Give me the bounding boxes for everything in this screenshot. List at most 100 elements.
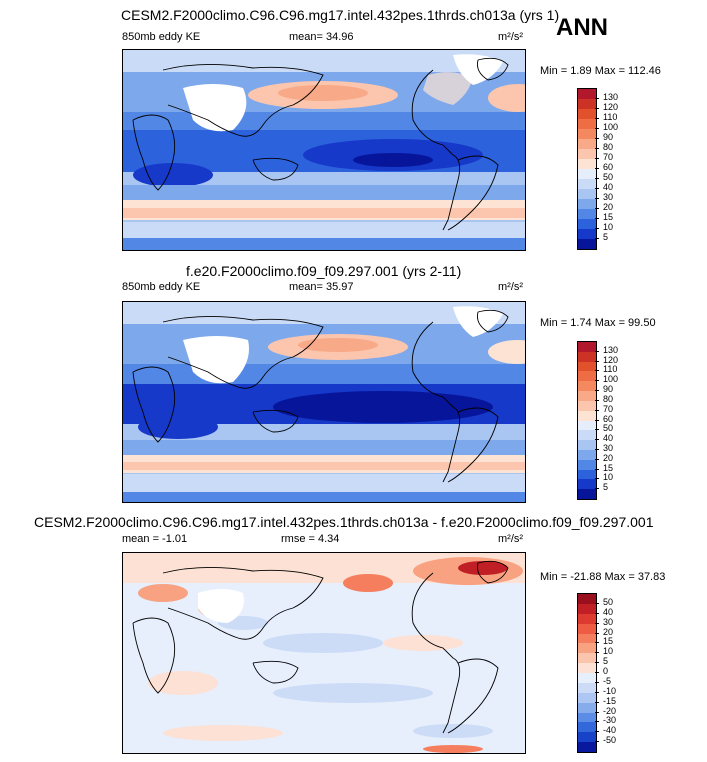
colorbar-swatch bbox=[578, 613, 596, 624]
colorbar-tick-label: -50 bbox=[603, 735, 617, 746]
colorbar-tick bbox=[595, 198, 599, 199]
colorbar-swatch bbox=[578, 623, 596, 634]
colorbar-swatch bbox=[578, 420, 596, 431]
panel1-stat-value: 34.96 bbox=[326, 31, 354, 43]
panel1-title: CESM2.F2000climo.C96.C96.mg17.intel.432p… bbox=[121, 7, 560, 23]
colorbar-tick-label: -30 bbox=[603, 715, 617, 726]
colorbar-tick-label: 110 bbox=[603, 112, 618, 122]
panel3-map bbox=[122, 552, 526, 754]
colorbar-swatch bbox=[578, 692, 596, 703]
panel3-stat: rmse = 4.34 bbox=[281, 533, 339, 545]
panel3-map-field bbox=[123, 553, 525, 753]
colorbar-tick bbox=[595, 178, 599, 179]
colorbar-tick-label: 90 bbox=[603, 132, 614, 142]
colorbar-swatch bbox=[578, 479, 596, 490]
colorbar-tick bbox=[595, 228, 599, 229]
panel2-title: f.e20.F2000climo.f09_f09.297.001 (yrs 2-… bbox=[186, 263, 462, 279]
colorbar-swatch bbox=[578, 361, 596, 372]
colorbar-swatch bbox=[578, 440, 596, 450]
panel2-colorbar bbox=[577, 341, 597, 500]
panel1-colorbar bbox=[577, 88, 597, 250]
colorbar-swatch bbox=[578, 673, 596, 683]
colorbar-tick-label: -5 bbox=[603, 675, 612, 686]
colorbar-tick-label: 60 bbox=[603, 413, 614, 424]
panel3-minmax: Min = -21.88 Max = 37.83 bbox=[540, 571, 666, 583]
colorbar-swatch bbox=[578, 239, 596, 249]
colorbar-tick bbox=[595, 118, 599, 119]
colorbar-tick-label: 15 bbox=[603, 462, 614, 473]
colorbar-tick-label: 50 bbox=[603, 423, 614, 434]
colorbar-tick bbox=[595, 158, 599, 159]
colorbar-swatch bbox=[578, 199, 596, 209]
colorbar-tick-label: 60 bbox=[603, 162, 614, 172]
colorbar-tick bbox=[595, 429, 599, 431]
colorbar-tick bbox=[595, 731, 599, 733]
colorbar-tick bbox=[595, 681, 599, 683]
colorbar-tick-label: 110 bbox=[603, 364, 618, 375]
colorbar-swatch bbox=[578, 712, 596, 723]
panel2-variable: 850mb eddy KE bbox=[122, 281, 201, 293]
colorbar-tick bbox=[595, 691, 599, 693]
colorbar-swatch bbox=[578, 449, 596, 460]
colorbar-tick bbox=[595, 741, 599, 743]
colorbar-tick bbox=[595, 360, 599, 362]
colorbar-tick-label: 10 bbox=[603, 472, 614, 483]
colorbar-tick bbox=[595, 168, 599, 169]
colorbar-tick-label: 10 bbox=[603, 222, 614, 232]
colorbar-tick bbox=[595, 98, 599, 99]
colorbar-swatch bbox=[578, 109, 596, 119]
colorbar-swatch bbox=[578, 169, 596, 179]
colorbar-swatch bbox=[578, 391, 596, 401]
colorbar-swatch bbox=[578, 489, 596, 499]
colorbar-tick bbox=[595, 642, 599, 644]
colorbar-swatch bbox=[578, 653, 596, 664]
colorbar-tick bbox=[595, 652, 599, 654]
colorbar-swatch bbox=[578, 742, 596, 752]
panel2-stat: mean= 35.97 bbox=[289, 281, 354, 293]
panel3-stat-value: 4.34 bbox=[318, 533, 340, 545]
panel2-map bbox=[122, 301, 526, 503]
panel2-stat-label: mean= bbox=[289, 281, 323, 293]
colorbar-tick-label: 100 bbox=[603, 374, 619, 385]
colorbar-swatch bbox=[578, 722, 596, 733]
colorbar-swatch bbox=[578, 149, 596, 159]
colorbar-tick bbox=[595, 208, 599, 209]
colorbar-tick bbox=[595, 370, 599, 372]
colorbar-tick-label: 90 bbox=[603, 384, 614, 395]
colorbar-tick bbox=[595, 108, 599, 109]
colorbar-tick-label: 5 bbox=[603, 232, 609, 242]
panel3-units: m²/s² bbox=[498, 533, 524, 545]
colorbar-tick bbox=[595, 188, 599, 189]
colorbar-swatch bbox=[578, 219, 596, 229]
panel1-units: m²/s² bbox=[498, 31, 524, 43]
colorbar-swatch bbox=[578, 469, 596, 480]
colorbar-tick-label: -10 bbox=[603, 685, 617, 696]
colorbar-tick bbox=[595, 478, 599, 480]
panel2-map-field bbox=[123, 302, 525, 502]
colorbar-tick-label: 30 bbox=[603, 442, 614, 453]
colorbar-swatch bbox=[578, 99, 596, 109]
colorbar-swatch bbox=[578, 119, 596, 129]
colorbar-swatch bbox=[578, 400, 596, 411]
panel1-map bbox=[122, 49, 526, 251]
colorbar-tick bbox=[595, 419, 599, 421]
colorbar-tick-label: 20 bbox=[603, 452, 614, 463]
colorbar-tick-label: 0 bbox=[603, 666, 609, 676]
colorbar-tick-label: 50 bbox=[603, 596, 614, 607]
colorbar-tick bbox=[595, 138, 599, 139]
panel1-variable: 850mb eddy KE bbox=[122, 31, 201, 43]
colorbar-swatch bbox=[578, 189, 596, 199]
colorbar-tick-label: 15 bbox=[603, 212, 614, 222]
colorbar-tick bbox=[595, 602, 599, 604]
colorbar-tick-label: 20 bbox=[603, 202, 614, 212]
colorbar-tick bbox=[595, 662, 599, 664]
colorbar-tick-label: 5 bbox=[603, 656, 609, 667]
colorbar-tick-label: 120 bbox=[603, 354, 619, 365]
colorbar-swatch bbox=[578, 732, 596, 743]
colorbar-tick-label: 80 bbox=[603, 142, 614, 152]
season-label: ANN bbox=[556, 14, 608, 41]
colorbar-swatch bbox=[578, 159, 596, 169]
panel1-minmax: Min = 1.89 Max = 112.46 bbox=[540, 65, 661, 77]
colorbar-tick-label: 20 bbox=[603, 626, 614, 637]
colorbar-tick-label: -20 bbox=[603, 705, 617, 716]
